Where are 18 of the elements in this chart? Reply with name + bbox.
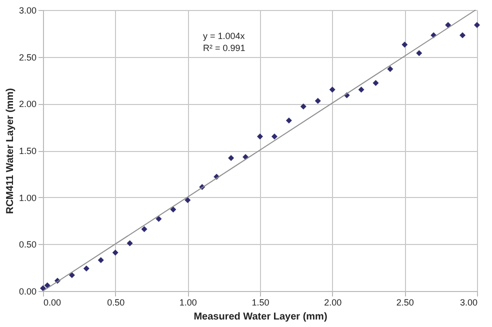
x-tick-label: 0.50 [107,298,125,308]
x-tick-label: 3.00 [460,298,478,308]
annotation: y = 1.004x [203,31,246,41]
x-tick-label: 1.00 [179,298,197,308]
y-tick-label: 2.00 [18,99,36,110]
y-tick-label: 2.50 [18,52,36,62]
y-tick-label: 0.00 [18,286,36,296]
y-axis-title: RCM411 Water Layer (mm) [4,88,16,214]
y-tick-label: 3.00 [18,6,36,16]
x-axis-title: Measured Water Layer (mm) [194,312,328,322]
annotation: R² = 0.991 [203,43,246,53]
x-tick-label: 1.50 [252,298,270,308]
y-tick-label: 1.00 [18,192,36,203]
y-tick-label: 0.50 [18,240,36,250]
x-tick-label: 2.00 [324,298,342,308]
x-tick-label: 2.50 [396,298,414,308]
y-tick-label: 1.50 [18,146,36,156]
x-tick-label: 0.00 [44,298,62,308]
